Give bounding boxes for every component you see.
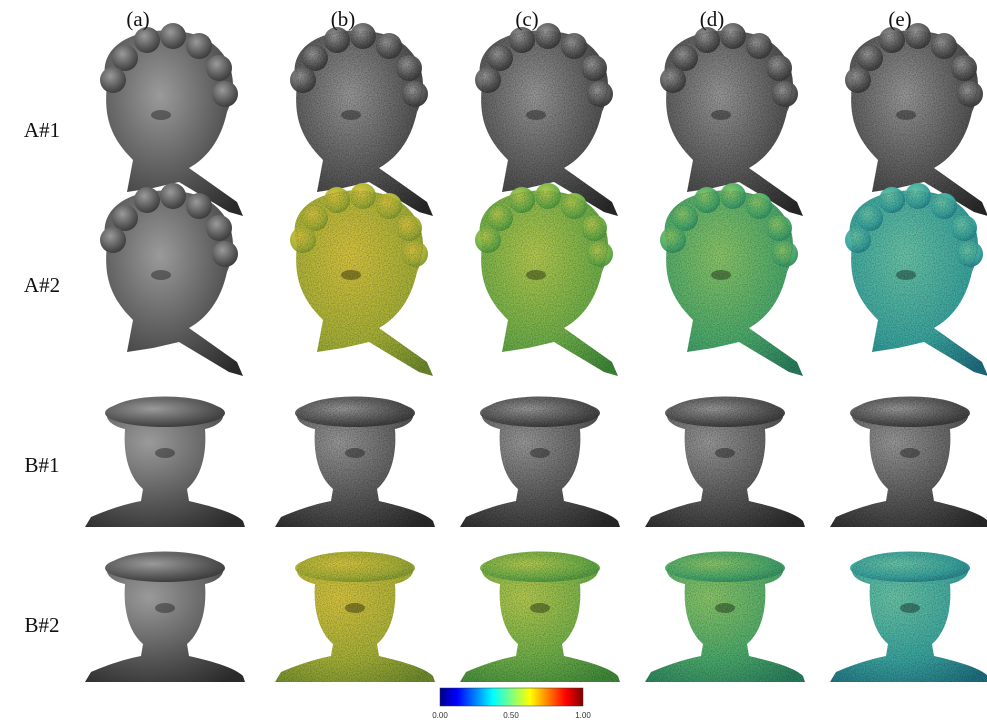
mesh-render <box>475 183 618 376</box>
hair-curl <box>212 241 238 267</box>
mesh-noise <box>460 397 620 528</box>
hair-curl <box>206 215 232 241</box>
mesh-render <box>830 397 987 528</box>
mesh-render <box>845 183 987 376</box>
hair-curl <box>186 193 212 219</box>
colorbar-label: 0.50 <box>503 711 519 720</box>
column-label: (d) <box>700 7 725 31</box>
cap <box>105 399 225 427</box>
mesh-render <box>660 183 803 376</box>
mesh-render <box>275 397 435 528</box>
mesh-render <box>645 397 805 528</box>
mesh-noise <box>460 552 620 683</box>
hair-curl <box>134 187 160 213</box>
mesh-render <box>290 183 433 376</box>
row-label: A#2 <box>24 273 60 297</box>
colorbar-label: 1.00 <box>575 711 591 720</box>
colorbar <box>440 688 583 706</box>
figure: (a) (b) (c) (d) (e) A#1 A#2 B#1 B#2 0.00 0.50 1.00 <box>0 0 987 726</box>
mesh-render <box>100 183 243 376</box>
mesh-noise <box>645 397 805 528</box>
mesh-render <box>645 552 805 683</box>
column-label: (b) <box>331 7 356 31</box>
face-shade <box>155 448 175 458</box>
face-shade <box>151 110 171 120</box>
row-label: A#1 <box>24 118 60 142</box>
hair-curl <box>100 67 126 93</box>
mesh-grid <box>85 23 987 682</box>
hair-curl <box>186 33 212 59</box>
hair-curl <box>206 55 232 81</box>
mesh-render <box>830 552 987 683</box>
row-label: B#2 <box>24 613 59 637</box>
hair-curl <box>112 45 138 71</box>
mesh-noise <box>850 190 987 376</box>
cap <box>105 554 225 582</box>
face-shade <box>155 603 175 613</box>
mesh-noise <box>480 190 618 376</box>
mesh-noise <box>645 552 805 683</box>
mesh-noise <box>275 552 435 683</box>
mesh-noise <box>295 190 433 376</box>
mesh-noise <box>665 190 803 376</box>
hair-curl <box>160 183 186 209</box>
column-label: (e) <box>888 7 911 31</box>
hair-curl <box>100 227 126 253</box>
column-label: (a) <box>126 7 149 31</box>
mesh-render <box>275 552 435 683</box>
column-label: (c) <box>515 7 538 31</box>
face-shade <box>151 270 171 280</box>
hair-curl <box>160 23 186 49</box>
mesh-render <box>460 552 620 683</box>
mesh-noise <box>830 552 987 683</box>
mesh-render <box>460 397 620 528</box>
colorbar-label: 0.00 <box>432 711 448 720</box>
mesh-render <box>85 552 245 683</box>
mesh-render <box>85 397 245 528</box>
hair-curl <box>112 205 138 231</box>
mesh-noise <box>275 397 435 528</box>
row-label: B#1 <box>24 453 59 477</box>
mesh-noise <box>830 397 987 528</box>
hair-curl <box>212 81 238 107</box>
